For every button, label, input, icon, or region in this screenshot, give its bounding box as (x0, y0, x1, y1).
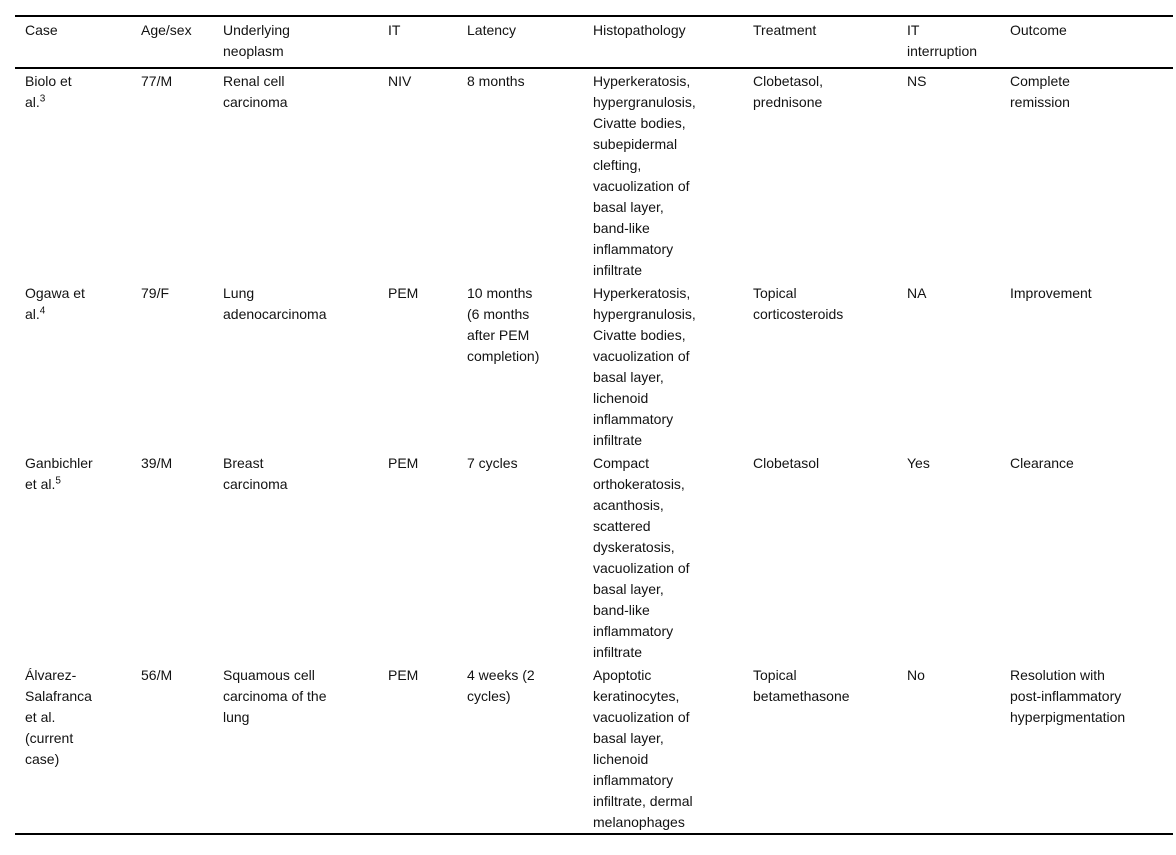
reference-superscript: 5 (55, 475, 61, 487)
case-citation: Ganbichler et al. (25, 455, 93, 492)
cell-neoplasm: Breast carcinoma (223, 455, 288, 492)
column-header-outcome: Outcome (1010, 16, 1173, 69)
cell-it: PEM (388, 285, 419, 301)
column-header-treatment: Treatment (753, 16, 907, 69)
column-header-it-interruption: IT interruption (907, 16, 1010, 69)
cell-histopathology: Compact orthokeratosis, acanthosis, scat… (593, 455, 690, 660)
cell-outcome: Resolution with post-inflammatory hyperp… (1010, 667, 1126, 725)
case-citation: Ogawa et al. (25, 285, 85, 322)
cell-case: Ogawa et al.4 (15, 281, 141, 451)
cell-outcome: Improvement (1010, 285, 1092, 301)
column-header-latency: Latency (467, 16, 593, 69)
cell-latency: 4 weeks (2 cycles) (467, 667, 535, 704)
table-row: Ogawa et al.4 79/F Lung adenocarcinoma P… (15, 281, 1173, 451)
cell-case: Álvarez- Salafranca et al. (current case… (15, 663, 141, 834)
case-citation: Álvarez- Salafranca et al. (current case… (25, 667, 92, 767)
table-row: Álvarez- Salafranca et al. (current case… (15, 663, 1173, 834)
column-header-case: Case (15, 16, 141, 69)
cell-case: Biolo et al.3 (15, 68, 141, 281)
cell-age-sex: 39/M (141, 455, 173, 471)
cell-treatment: Topical corticosteroids (753, 285, 844, 322)
reference-superscript: 4 (39, 305, 46, 317)
cell-treatment: Topical betamethasone (753, 667, 850, 704)
cell-it: PEM (388, 667, 419, 683)
cell-outcome: Clearance (1010, 455, 1074, 471)
cell-it-interruption: Yes (907, 455, 930, 471)
cell-histopathology: Apoptotic keratinocytes, vacuolization o… (593, 667, 693, 830)
cell-age-sex: 79/F (141, 285, 170, 301)
cell-neoplasm: Lung adenocarcinoma (223, 285, 327, 322)
cell-treatment: Clobetasol, prednisone (753, 73, 824, 110)
cell-it-interruption: NA (907, 285, 927, 301)
cell-outcome: Complete remission (1010, 73, 1070, 110)
cell-it: PEM (388, 455, 419, 471)
cell-histopathology: Hyperkeratosis, hypergranulosis, Civatte… (593, 285, 696, 448)
cell-age-sex: 77/M (141, 73, 173, 89)
cell-histopathology: Hyperkeratosis, hypergranulosis, Civatte… (593, 73, 696, 278)
cell-it: NIV (388, 73, 412, 89)
cell-case: Ganbichler et al.5 (15, 451, 141, 663)
cell-latency: 8 months (467, 73, 525, 89)
cell-latency: 10 months (6 months after PEM completion… (467, 285, 540, 364)
cell-treatment: Clobetasol (753, 455, 820, 471)
cell-it-interruption: NS (907, 73, 927, 89)
reference-superscript: 3 (39, 93, 46, 105)
cell-neoplasm: Renal cell carcinoma (223, 73, 288, 110)
column-header-age-sex: Age/sex (141, 16, 223, 69)
cell-latency: 7 cycles (467, 455, 518, 471)
table-row: Ganbichler et al.5 39/M Breast carcinoma… (15, 451, 1173, 663)
case-reports-table: Case Age/sex Underlying neoplasm IT Late… (15, 15, 1173, 835)
cell-neoplasm: Squamous cell carcinoma of the lung (223, 667, 327, 725)
column-header-it: IT (388, 16, 467, 69)
column-header-histopathology: Histopathology (593, 16, 753, 69)
case-citation: Biolo et al. (25, 73, 72, 110)
header-row: Case Age/sex Underlying neoplasm IT Late… (15, 16, 1173, 69)
table-row: Biolo et al.3 77/M Renal cell carcinoma … (15, 68, 1173, 281)
column-header-underlying-neoplasm: Underlying neoplasm (223, 16, 388, 69)
cell-it-interruption: No (907, 667, 925, 683)
cell-age-sex: 56/M (141, 667, 173, 683)
